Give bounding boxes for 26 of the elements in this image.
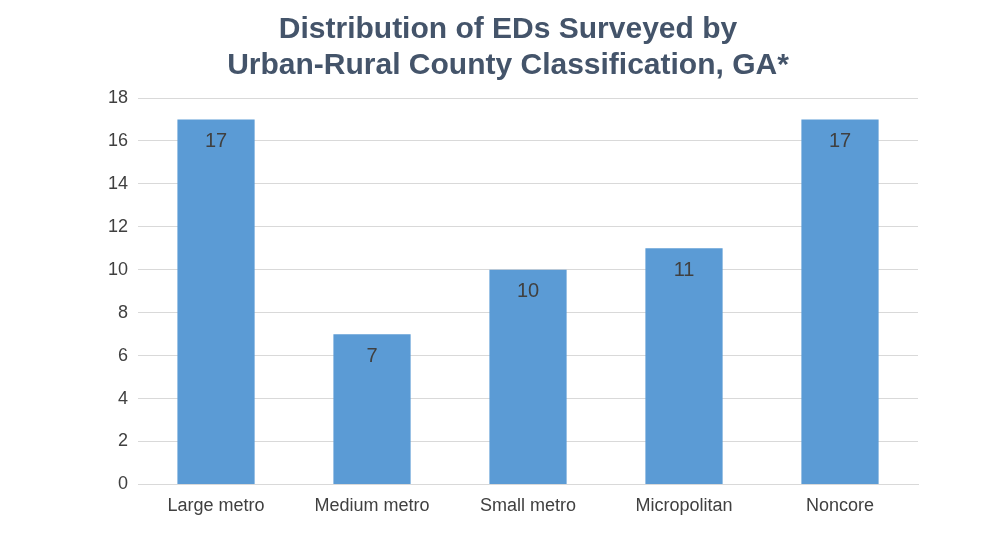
bar [645,248,723,484]
y-tick-label: 18 [107,86,129,107]
y-tick-label: 2 [118,430,129,451]
y-tick-label: 10 [107,258,129,279]
bar [489,269,567,484]
y-tick-label: 4 [118,387,129,408]
data-label: 7 [366,343,378,366]
data-label: 11 [673,257,695,280]
data-label: 17 [828,128,852,151]
y-tick-label: 6 [118,344,129,365]
data-label: 17 [204,128,228,151]
y-tick-label: 0 [118,473,129,494]
bar [177,119,255,484]
bar [333,334,411,484]
x-tick-label: Medium metro [314,495,430,516]
y-tick-label: 12 [107,215,129,236]
x-tick-label: Small metro [480,495,577,516]
y-tick-label: 16 [107,129,129,150]
x-tick-label: Large metro [167,495,265,516]
chart-title: Distribution of EDs Surveyed by Urban-Rural County Classification, GA* [227,11,790,81]
x-tick-label: Micropolitan [635,495,733,516]
x-tick-label: Noncore [805,495,875,516]
y-tick-label: 14 [107,172,129,193]
data-label: 10 [516,279,540,302]
y-tick-label: 8 [118,301,129,322]
bar [801,119,879,484]
